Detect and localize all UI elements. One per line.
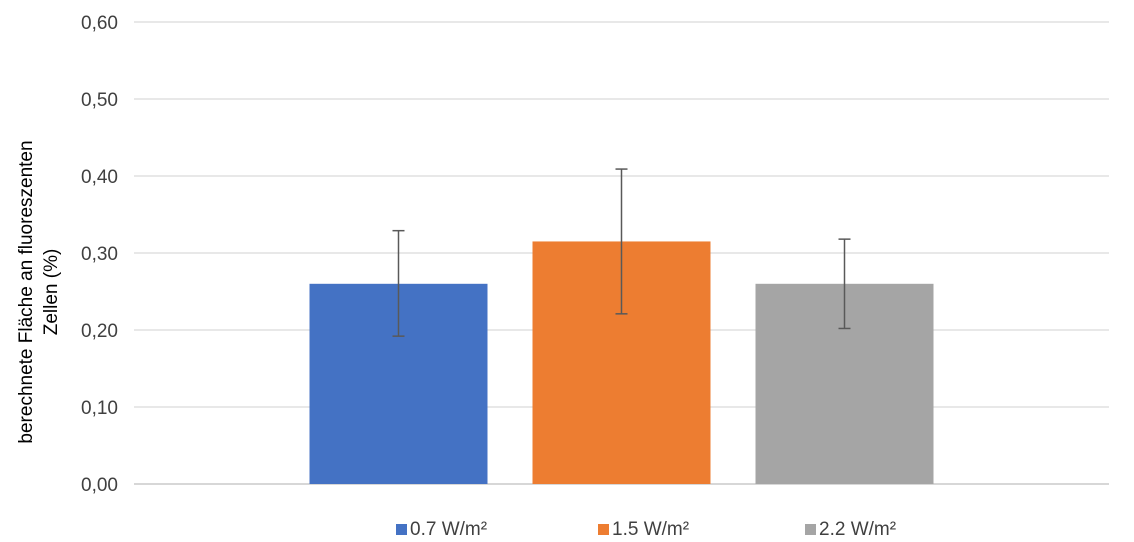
legend-swatch-2 <box>598 524 609 535</box>
y-tick-label: 0,00 <box>81 475 118 496</box>
y-tick-label: 0,40 <box>81 167 118 188</box>
legend-label-1: 0.7 W/m² <box>410 519 487 540</box>
legend-swatch-1 <box>396 524 407 535</box>
y-axis-label-line-1: berechnete Fläche an fluoreszenten <box>16 140 37 443</box>
legend-label-3: 2.2 W/m² <box>819 519 896 540</box>
legend-label-2: 1.5 W/m² <box>612 519 689 540</box>
y-tick-label: 0,50 <box>81 90 118 111</box>
y-tick-label: 0,10 <box>81 398 118 419</box>
legend-swatch-3 <box>805 524 816 535</box>
error-bars <box>392 168 851 337</box>
y-tick-label: 0,60 <box>81 13 118 34</box>
y-tick-label: 0,30 <box>81 244 118 265</box>
y-axis-ticks: 0,00 0,10 0,20 0,30 0,40 0,50 0,60 <box>81 13 118 496</box>
y-tick-label: 0,20 <box>81 321 118 342</box>
legend: 0.7 W/m² 1.5 W/m² 2.2 W/m² <box>396 519 896 540</box>
y-axis-label-line-2: Zellen (%) <box>41 249 62 336</box>
